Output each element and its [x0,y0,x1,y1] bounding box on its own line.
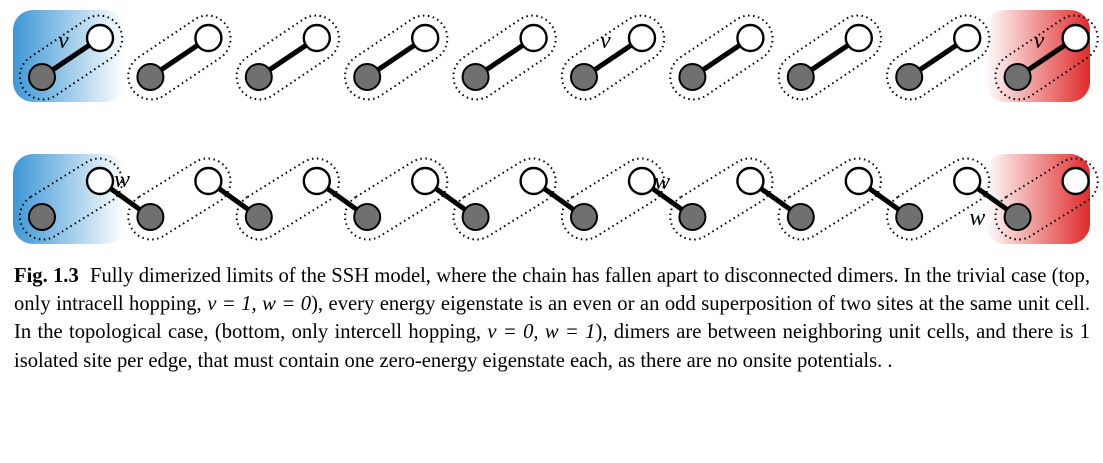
hopping-label-v: v [600,28,611,54]
caption-math-trivial: v = 1, w = 0 [207,293,312,316]
caption-line-3: even or an odd superposition of two site… [14,293,1091,344]
caption-line-4-pre: only intercell hopping, [291,321,488,344]
unit-cell-outline [235,157,340,241]
unit-cell-outline [18,157,124,241]
sublattice-b-site [85,166,115,196]
figure-label: Fig. 1.3 [14,265,79,287]
sublattice-a-site [570,203,598,231]
caption-line-4-post: ), dimers are between neighboring unit c… [595,321,1091,344]
sublattice-b-site [194,166,223,196]
sublattice-a-site [461,63,490,91]
caption-line-2-post: ), every energy eigenstate is an [311,293,568,316]
unit-cell-outline [669,157,774,241]
sublattice-a-site [244,63,273,91]
caption-line-1: Fully dimerized limits of the SSH model,… [90,265,833,287]
sublattice-a-site [570,63,598,91]
unit-cell-outline [560,157,666,241]
sublattice-a-site [353,63,382,91]
sublattice-b-site [953,166,982,196]
sublattice-a-site [28,63,56,91]
caption-line-5: isolated site per edge, that must contai… [14,349,792,372]
sublattice-b-site [519,166,548,196]
figure-caption: Fig. 1.3 Fully dimerized limits of the S… [14,262,1090,375]
sublattice-a-site [895,63,924,91]
hopping-label-v: v [1034,28,1045,54]
sublattice-a-site [786,63,815,91]
sublattice-b-site [736,166,765,196]
sublattice-b-site [627,166,657,196]
topological-chain-row: w w w [13,154,1099,244]
hopping-label-w: w [969,205,985,231]
unit-cell-outline [886,157,991,241]
unit-cell-outline [127,157,232,241]
sublattice-a-site [895,203,924,231]
sublattice-a-site [461,203,490,231]
sublattice-a-site [1003,203,1032,231]
sublattice-b-site [627,23,657,53]
sublattice-a-site [136,63,165,91]
ssh-dimerized-figure: v v v w w w [13,10,1099,244]
sublattice-b-site [411,23,440,53]
right-edge-highlight [985,10,1090,102]
sublattice-a-site [678,203,707,231]
sublattice-b-site [1061,23,1090,53]
sublattice-b-site [519,23,548,53]
sublattice-b-site [302,23,331,53]
unit-cell-outline [994,157,1099,241]
unit-cell-outline [452,157,557,241]
isolated-edge-site-left [28,203,56,231]
hopping-label-w: w [114,167,130,193]
sublattice-a-site [136,203,165,231]
hopping-label-v: v [58,28,69,54]
sublattice-a-site [678,63,707,91]
sublattice-a-site [353,203,382,231]
sublattice-b-site [953,23,982,53]
sublattice-b-site [85,23,115,53]
unit-cell-outline [777,157,882,241]
sublattice-b-site [844,166,873,196]
left-edge-highlight [13,154,125,244]
sublattice-b-site [411,166,440,196]
sublattice-b-site [302,166,331,196]
sublattice-b-site [844,23,873,53]
caption-line-6: potentials. . [797,349,893,372]
hopping-label-w: w [654,169,670,195]
sublattice-b-site [194,23,223,53]
sublattice-b-site [736,23,765,53]
caption-math-topological: v = 0, w = 1 [487,321,596,344]
isolated-edge-site-right [1061,166,1090,196]
sublattice-a-site [1003,63,1032,91]
sublattice-a-site [244,203,273,231]
unit-cell-outline [344,157,449,241]
caption-line-2-pre: dimers. In the trivial case (top, only i… [14,265,1090,316]
sublattice-a-site [786,203,815,231]
